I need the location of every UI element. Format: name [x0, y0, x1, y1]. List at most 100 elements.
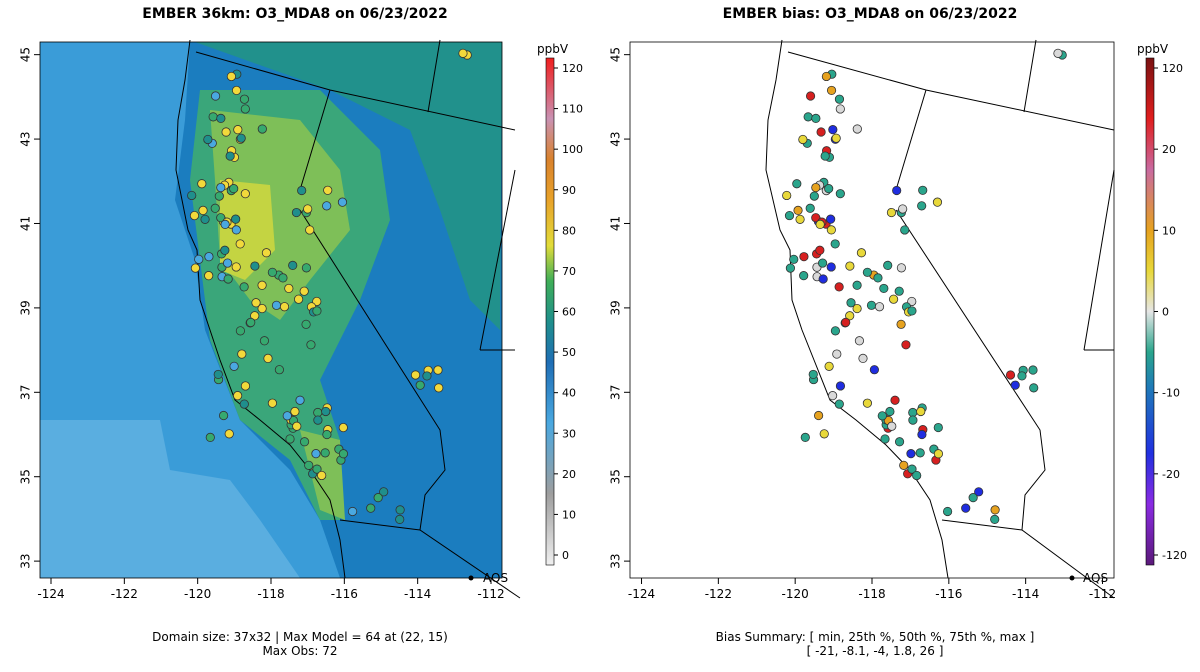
obs-marker: [233, 125, 243, 135]
bias-marker: [890, 395, 900, 405]
bias-marker: [874, 302, 885, 312]
obs-marker: [267, 267, 277, 277]
obs-marker: [204, 271, 214, 281]
obs-marker: [288, 260, 298, 271]
bias-marker: [1028, 365, 1038, 375]
bias-marker: [892, 185, 902, 196]
obs-marker: [347, 506, 358, 517]
obs-marker: [216, 113, 226, 124]
obs-marker: [305, 225, 315, 235]
obs-marker: [295, 395, 305, 405]
obs-marker: [274, 365, 284, 375]
obs-marker: [240, 104, 250, 114]
colorbar-tick-label: 0: [562, 549, 569, 562]
ocean-field-light: [40, 420, 300, 578]
colorbar-tick-label: 50: [562, 346, 576, 359]
colorbar-tick-label: 0: [1162, 306, 1169, 319]
bias-marker: [916, 406, 926, 417]
bias-marker: [831, 133, 841, 143]
bias-marker: [793, 205, 803, 216]
bias-marker: [974, 487, 984, 497]
bias-marker: [815, 245, 825, 255]
bias-marker: [830, 326, 841, 336]
right-panel-title: EMBER bias: O3_MDA8 on 06/23/2022: [722, 6, 1018, 22]
bias-marker: [906, 449, 916, 459]
obs-marker: [197, 179, 207, 189]
bias-marker: [1010, 380, 1020, 390]
bias-marker: [814, 410, 824, 421]
colorbar-tick-label: 70: [562, 265, 576, 278]
bias-marker: [782, 190, 792, 201]
bias-marker: [834, 282, 844, 292]
obs-marker: [299, 286, 309, 296]
obs-marker: [194, 254, 204, 264]
obs-marker: [208, 112, 218, 122]
y-tick-label: 43: [609, 131, 623, 146]
y-tick-label: 37: [19, 385, 33, 400]
obs-marker: [221, 127, 231, 137]
obs-marker: [189, 210, 200, 221]
obs-marker: [279, 302, 290, 312]
obs-marker: [239, 94, 250, 104]
obs-marker: [271, 300, 282, 310]
obs-marker: [233, 391, 243, 401]
bias-marker: [799, 271, 809, 281]
obs-marker: [458, 48, 468, 58]
bias-marker: [792, 179, 802, 189]
colorbar-tick-label: 100: [562, 143, 583, 156]
obs-marker: [259, 336, 270, 346]
obs-marker: [366, 503, 376, 513]
bias-marker: [808, 369, 818, 380]
obs-marker: [231, 262, 241, 272]
bias-marker: [942, 506, 953, 517]
colorbar-tick-label: 40: [562, 387, 576, 400]
bias-marker: [846, 298, 856, 308]
obs-marker: [251, 298, 261, 308]
bias-marker: [912, 470, 922, 481]
bias-marker: [862, 267, 872, 277]
bias-marker: [898, 204, 908, 214]
bias-marker: [894, 286, 904, 296]
bias-marker: [820, 151, 830, 161]
obs-marker: [290, 406, 300, 417]
bias-marker: [816, 127, 826, 137]
bias-marker: [799, 252, 809, 262]
colorbar-tick-label: 10: [562, 508, 576, 521]
bias-marker: [1005, 370, 1016, 380]
obs-marker: [301, 319, 311, 329]
x-tick-label: -116: [331, 587, 358, 601]
obs-marker: [312, 306, 322, 316]
obs-marker: [322, 201, 332, 211]
x-tick-label: -118: [858, 587, 885, 601]
colorbar-tick-label: -120: [1162, 549, 1187, 562]
colorbar-tick-label: 80: [562, 224, 576, 237]
bias-marker: [826, 85, 837, 96]
bias-marker: [880, 434, 890, 444]
bias-marker: [817, 258, 828, 268]
bias-marker: [908, 407, 918, 418]
colorbar-tick-label: -10: [1162, 387, 1180, 400]
obs-marker: [226, 71, 237, 82]
bias-marker: [834, 399, 844, 409]
bias-marker: [789, 254, 799, 264]
bias-map: AQS -124 -122 -120 -118 -116 -114 -112 3335373…: [609, 39, 1116, 601]
obs-marker: [220, 245, 230, 255]
bias-marker: [826, 262, 836, 272]
bias-marker: [990, 505, 1000, 515]
bias-marker: [917, 201, 927, 211]
obs-marker: [200, 214, 210, 224]
obs-marker: [220, 219, 230, 230]
bias-marker: [805, 203, 815, 213]
obs-marker: [338, 422, 348, 433]
bias-marker: [888, 294, 899, 304]
obs-marker: [231, 214, 241, 224]
bias-marker: [835, 104, 845, 114]
bias-marker: [873, 273, 883, 283]
obs-marker: [306, 340, 316, 350]
bias-marker: [785, 263, 796, 273]
obs-marker: [395, 505, 405, 515]
model-map: AQS -124 -122 -120 -118 -116 -114 -112 3335373…: [19, 39, 521, 601]
bias-marker: [883, 260, 893, 271]
bias-marker: [826, 214, 836, 224]
right-caption-line2: [ -21, -8.1, -4, 1.8, 26 ]: [806, 644, 944, 658]
